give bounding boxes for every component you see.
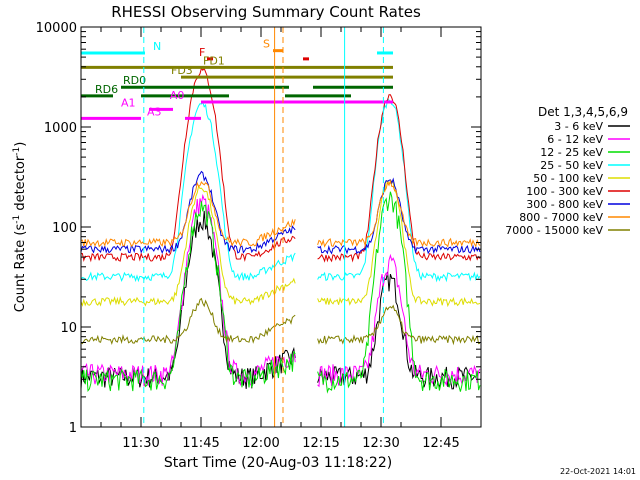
flag-label: FD3 [171, 64, 193, 77]
flag-label: N [153, 40, 161, 53]
legend-label: 6 - 12 keV [547, 133, 603, 146]
flag-label: A1 [121, 96, 136, 109]
legend-label: 3 - 6 keV [554, 120, 603, 133]
flag-label: FD1 [203, 54, 225, 67]
x-tick-label: 12:45 [422, 436, 459, 451]
x-axis-label: Start Time (20-Aug-03 11:18:22) [164, 455, 392, 471]
x-tick-label: 11:30 [122, 436, 159, 451]
x-tick-label: 11:45 [182, 436, 219, 451]
flag-label: RD6 [95, 83, 118, 96]
flag-label: A0 [170, 89, 185, 102]
series-line [81, 67, 481, 263]
y-tick-label: 100 [52, 221, 77, 236]
legend-label: 25 - 50 keV [540, 159, 603, 172]
event-layer [143, 27, 384, 427]
legend-label: 100 - 300 keV [526, 185, 603, 198]
legend-title: Det 1,3,4,5,6,9 [538, 105, 628, 119]
flag-label: S [263, 38, 270, 51]
x-tick-label: 12:15 [302, 436, 339, 451]
x-tick-label: 12:30 [362, 436, 399, 451]
footer-timestamp: 22-Oct-2021 14:01 [560, 467, 636, 476]
flag-label: RD0 [123, 74, 146, 87]
y-axis-label: Count Rate (s-1 detector-1) [12, 142, 28, 313]
axis-layer: 1 10 100 1000 10000 11:30 11:45 12:00 12:15 12:30… [36, 21, 481, 451]
y-tick-label: 10 [60, 321, 77, 336]
series-line [81, 191, 481, 394]
legend-label: 300 - 800 keV [526, 198, 603, 211]
ylabel-part-2: detector [13, 155, 28, 215]
y-tick-label: 10000 [36, 21, 77, 36]
ylabel-part-3: -1 [12, 147, 22, 156]
flag-label: F [199, 46, 205, 59]
flag-label: A3 [147, 105, 162, 118]
ylabel-part-1: -1 [12, 215, 22, 224]
legend-label: 12 - 25 keV [540, 146, 603, 159]
x-tick-label: 12:00 [242, 436, 279, 451]
series-layer [81, 67, 481, 394]
series-line [81, 297, 481, 346]
legend-label: 7000 - 15000 keV [505, 224, 603, 237]
y-tick-label: 1000 [44, 121, 77, 136]
y-tick-label: 1 [69, 421, 77, 436]
ylabel-part-0: Count Rate (s [13, 224, 28, 313]
legend-label: 800 - 7000 keV [519, 211, 603, 224]
chart-title: RHESSI Observing Summary Count Rates [111, 3, 421, 21]
legend-label: 50 - 100 keV [533, 172, 603, 185]
ylabel-part-4: ) [13, 142, 28, 147]
series-line [81, 179, 481, 248]
